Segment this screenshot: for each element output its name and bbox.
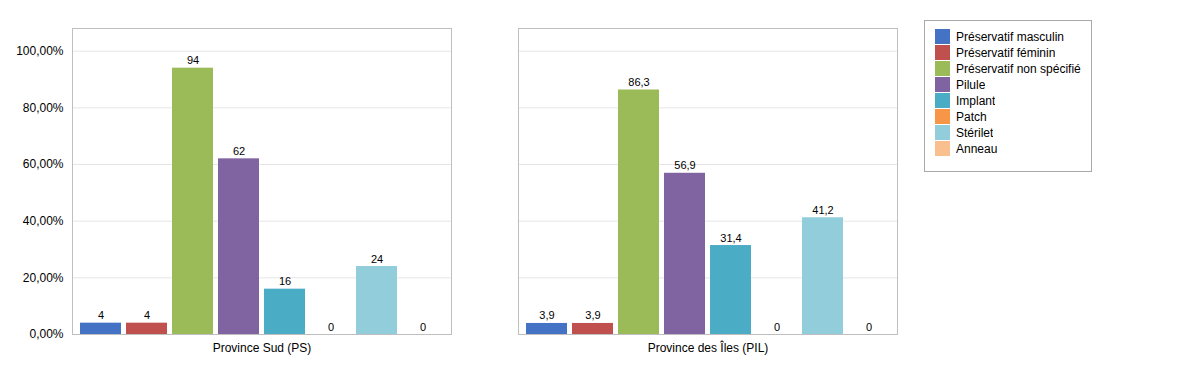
html-text:Anneau: Anneau (956, 141, 998, 156)
svg-text:3,9: 3,9 (539, 309, 554, 321)
svg-text:Province des Îles (PIL): Province des Îles (PIL) (648, 340, 769, 355)
svg-text:80,00%: 80,00% (23, 101, 64, 115)
html-text:Implant: Implant (956, 93, 996, 108)
html-text:Patch: Patch (956, 109, 987, 124)
svg-text:0: 0 (328, 321, 334, 333)
svg-text:56,9: 56,9 (674, 159, 695, 171)
svg-text:0: 0 (420, 321, 426, 333)
html-text:Stérilet: Stérilet (956, 125, 994, 140)
html-text:Préservatif féminin: Préservatif féminin (956, 45, 1056, 60)
svg-text:86,3: 86,3 (628, 76, 649, 88)
svg-text:0: 0 (866, 321, 872, 333)
svg-text:100,00%: 100,00% (16, 44, 64, 58)
svg-text:0: 0 (774, 321, 780, 333)
svg-text:16: 16 (279, 275, 291, 287)
svg-text:4: 4 (144, 309, 150, 321)
html-text:Pilule: Pilule (956, 77, 986, 92)
svg-text:3,9: 3,9 (585, 309, 600, 321)
svg-text:20,00%: 20,00% (23, 271, 64, 285)
html-text:Préservatif non spécifié: Préservatif non spécifié (956, 61, 1081, 76)
svg-text:31,4: 31,4 (720, 232, 741, 244)
html-text:Préservatif masculin: Préservatif masculin (956, 29, 1064, 44)
svg-text:4: 4 (98, 309, 104, 321)
svg-text:94: 94 (187, 54, 199, 66)
svg-text:62: 62 (233, 145, 245, 157)
svg-text:40,00%: 40,00% (23, 214, 64, 228)
svg-text:60,00%: 60,00% (23, 157, 64, 171)
svg-text:0,00%: 0,00% (29, 327, 63, 341)
svg-text:Province Sud (PS): Province Sud (PS) (213, 341, 312, 355)
svg-text:41,2: 41,2 (812, 204, 833, 216)
svg-text:24: 24 (371, 253, 383, 265)
